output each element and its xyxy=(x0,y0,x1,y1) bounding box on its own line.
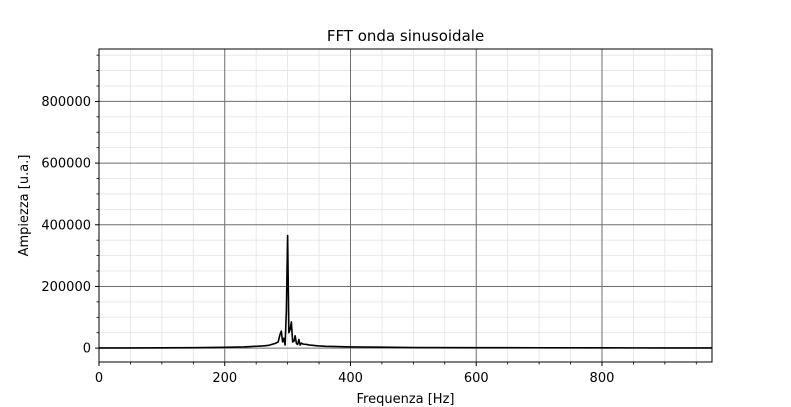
y-tick-label: 400000 xyxy=(41,218,91,233)
x-tick-label: 200 xyxy=(212,371,237,386)
plot-frame xyxy=(99,49,712,362)
y-axis-label: Ampiezza [u.a.] xyxy=(17,155,32,257)
x-tick-label: 400 xyxy=(338,371,363,386)
x-tick-label: 0 xyxy=(95,371,103,386)
x-tick-label: 600 xyxy=(464,371,489,386)
chart-title: FFT onda sinusoidale xyxy=(327,27,484,45)
y-tick-label: 600000 xyxy=(41,157,91,172)
y-tick-label: 800000 xyxy=(41,95,91,110)
series-line-group xyxy=(99,236,712,348)
series-line xyxy=(99,236,712,348)
y-tick-label: 200000 xyxy=(41,280,91,295)
y-tick-label: 0 xyxy=(83,342,91,357)
x-tick-label: 800 xyxy=(590,371,615,386)
major-grid xyxy=(99,49,712,362)
minor-grid xyxy=(99,49,712,362)
x-axis-label: Frequenza [Hz] xyxy=(357,392,455,407)
